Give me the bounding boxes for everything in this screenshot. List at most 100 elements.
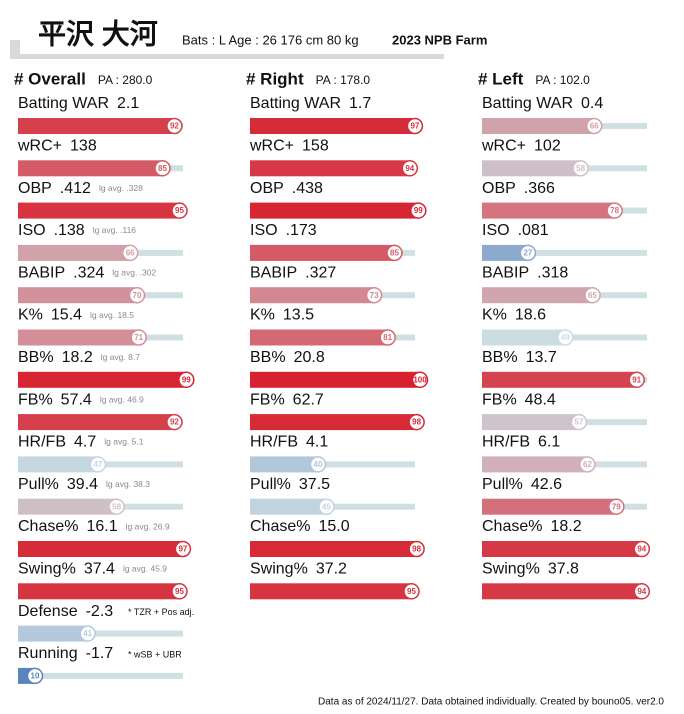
stat-label: HR/FB [18, 434, 66, 451]
percentile-label: 58 [112, 502, 121, 511]
percentile-bar [18, 456, 98, 473]
percentile-badge [108, 498, 125, 515]
percentile-bar [18, 583, 180, 600]
percentile-bar [18, 541, 183, 557]
percentile-bar [482, 583, 642, 600]
column-title: # Right [246, 69, 304, 88]
percentile-badge [628, 371, 645, 389]
stat-label: Pull% [482, 476, 523, 493]
stat-note: lg avg. .116 [93, 225, 137, 235]
bar-track [250, 461, 415, 468]
stat-value: .318 [537, 264, 568, 281]
stat-label: Batting WAR [250, 95, 341, 112]
stat-value: 37.5 [299, 476, 330, 493]
stat-label: ISO [482, 222, 510, 239]
percentile-label: 62 [583, 460, 592, 469]
percentile-badge [121, 244, 139, 262]
percentile-badge [519, 244, 537, 262]
percentile-badge [557, 329, 574, 346]
percentile-label: 97 [410, 122, 419, 131]
stat-value: -1.7 [86, 645, 114, 662]
percentile-badge [166, 413, 183, 431]
percentile-bar [250, 202, 419, 219]
stat-label: Pull% [18, 476, 59, 493]
percentile-badge [572, 160, 589, 177]
percentile-label: 79 [612, 502, 621, 511]
stat-value: 37.4 [84, 561, 115, 578]
percentile-badge [401, 160, 419, 177]
percentile-label: 27 [523, 249, 532, 258]
stat-value: .438 [292, 180, 323, 197]
stat-label: K% [482, 307, 507, 324]
stat-label: OBP [482, 180, 516, 197]
percentile-label: 47 [93, 460, 102, 469]
column-title: # Left [478, 69, 524, 88]
percentile-label: 99 [414, 206, 423, 215]
plate-appearances: PA : 178.0 [316, 73, 371, 87]
stat-note: lg avg. 26.9 [126, 521, 170, 531]
stat-value: -2.3 [86, 603, 114, 620]
stat-value: 37.8 [548, 561, 579, 578]
percentile-badge [318, 498, 335, 515]
stat-label: Chase% [250, 518, 310, 535]
percentile-badge [579, 456, 596, 473]
percentile-label: 94 [405, 164, 414, 173]
percentile-bar [250, 414, 417, 431]
percentile-label: 100 [413, 375, 427, 384]
stat-label: Chase% [18, 518, 78, 535]
stat-label: OBP [18, 180, 52, 197]
footer: Data as of 2024/11/27. Data obtained ind… [318, 697, 664, 708]
stat-label: Batting WAR [482, 95, 573, 112]
plate-appearances: PA : 280.0 [98, 73, 153, 87]
percentile-label: 95 [175, 206, 184, 215]
percentile-badge [585, 117, 603, 135]
percentile-label: 45 [322, 502, 331, 511]
percentile-label: 66 [126, 249, 135, 258]
percentile-bar [250, 160, 410, 177]
percentile-label: 94 [637, 587, 646, 596]
stat-value: 138 [70, 138, 97, 155]
header-underline [10, 54, 444, 59]
header-accent [10, 40, 20, 58]
percentile-label: 73 [370, 291, 379, 300]
percentile-badge [411, 371, 429, 389]
stat-label: Swing% [250, 561, 308, 578]
percentile-bar [18, 498, 117, 515]
stat-label: Batting WAR [18, 95, 109, 112]
stat-label: BB% [250, 349, 286, 366]
percentile-badge [403, 583, 420, 600]
percentile-bar [250, 287, 375, 304]
percentile-bar [250, 329, 388, 346]
percentile-badge [408, 540, 425, 558]
percentile-badge [365, 286, 383, 304]
percentile-badge [570, 413, 588, 431]
stat-value: 13.5 [283, 307, 314, 324]
percentile-bar [250, 456, 318, 473]
percentile-label: 99 [182, 375, 191, 384]
stat-value: .366 [524, 180, 555, 197]
percentile-label: 65 [588, 291, 597, 300]
percentile-label: 78 [610, 206, 619, 215]
percentile-bar [250, 244, 395, 261]
stat-label: HR/FB [250, 434, 298, 451]
stat-value: 18.6 [515, 307, 546, 324]
percentile-label: 81 [383, 333, 392, 342]
percentile-bar [482, 329, 566, 346]
percentile-label: 98 [412, 545, 421, 554]
stat-label: Swing% [18, 561, 76, 578]
stat-note: lg avg. 46.9 [100, 394, 144, 404]
bar-track [18, 672, 183, 679]
percentile-bar [18, 414, 175, 431]
stat-value: 48.4 [525, 391, 556, 408]
percentile-bar [250, 118, 415, 134]
percentile-bar [18, 244, 131, 261]
percentile-bar [250, 541, 417, 557]
percentile-label: 85 [390, 249, 399, 258]
stat-label: ISO [18, 222, 46, 239]
stat-value: 18.2 [62, 349, 93, 366]
league: 2023 NPB Farm [392, 32, 487, 47]
stat-value: 13.7 [526, 349, 557, 366]
percentile-bar [482, 160, 581, 177]
percentile-label: 92 [170, 122, 179, 131]
percentile-badge [633, 583, 651, 600]
